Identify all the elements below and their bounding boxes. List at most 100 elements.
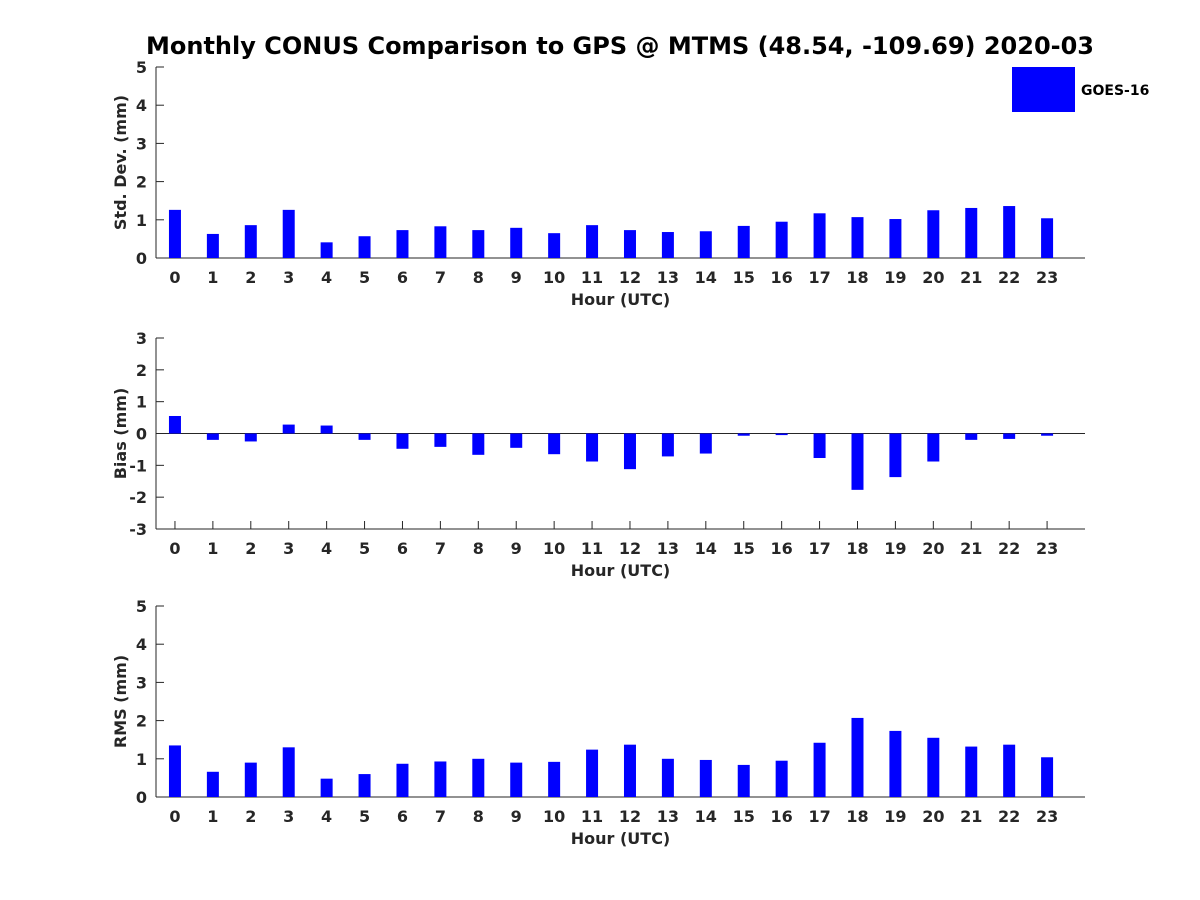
bar-rms-hour-0 bbox=[168, 745, 181, 797]
bar-std-hour-1 bbox=[206, 233, 219, 258]
y-tick-label: 2 bbox=[136, 361, 147, 380]
bar-std-hour-9 bbox=[510, 227, 523, 258]
y-tick-label: 0 bbox=[136, 249, 147, 268]
x-tick-label: 6 bbox=[397, 539, 408, 558]
x-tick-label: 7 bbox=[435, 807, 446, 826]
bar-bias-hour-4 bbox=[320, 425, 333, 434]
x-tick-label: 23 bbox=[1036, 807, 1058, 826]
bar-std-hour-0 bbox=[168, 209, 181, 258]
legend: GOES-16 bbox=[1012, 67, 1149, 112]
bar-std-hour-19 bbox=[889, 219, 902, 258]
x-tick-label: 10 bbox=[543, 268, 565, 287]
bar-bias-hour-0 bbox=[168, 415, 181, 434]
x-tick-label: 4 bbox=[321, 539, 332, 558]
y-tick-label: 2 bbox=[136, 712, 147, 731]
bar-std-hour-13 bbox=[661, 232, 674, 258]
bar-rms-hour-8 bbox=[472, 758, 485, 797]
bar-rms-hour-10 bbox=[548, 761, 561, 797]
x-tick-label: 20 bbox=[922, 807, 944, 826]
x-tick-label: 9 bbox=[511, 539, 522, 558]
x-tick-label: 7 bbox=[435, 268, 446, 287]
x-tick-label: 11 bbox=[581, 807, 603, 826]
bar-rms-hour-11 bbox=[586, 749, 599, 797]
bar-rms-hour-9 bbox=[510, 762, 523, 797]
bar-rms-hour-16 bbox=[775, 760, 788, 797]
y-axis-label: Bias (mm) bbox=[111, 388, 130, 480]
x-tick-label: 9 bbox=[511, 807, 522, 826]
bar-std-hour-16 bbox=[775, 221, 788, 258]
x-tick-label: 6 bbox=[397, 268, 408, 287]
x-tick-label: 12 bbox=[619, 807, 641, 826]
x-tick-label: 15 bbox=[733, 268, 755, 287]
x-tick-label: 5 bbox=[359, 539, 370, 558]
x-tick-label: 20 bbox=[922, 268, 944, 287]
bar-bias-hour-16 bbox=[775, 433, 788, 436]
y-tick-label: -2 bbox=[129, 488, 147, 507]
x-tick-label: 22 bbox=[998, 539, 1020, 558]
x-tick-label: 11 bbox=[581, 268, 603, 287]
x-tick-label: 18 bbox=[846, 539, 868, 558]
bar-rms-hour-4 bbox=[320, 778, 333, 797]
y-tick-label: -1 bbox=[129, 456, 147, 475]
x-tick-label: 17 bbox=[808, 539, 830, 558]
bar-rms-hour-23 bbox=[1041, 757, 1054, 797]
x-tick-label: 19 bbox=[884, 539, 906, 558]
bar-bias-hour-20 bbox=[927, 433, 940, 462]
x-tick-label: 15 bbox=[733, 539, 755, 558]
x-tick-label: 9 bbox=[511, 268, 522, 287]
bar-rms-hour-19 bbox=[889, 730, 902, 797]
bar-bias-hour-19 bbox=[889, 433, 902, 478]
x-tick-label: 3 bbox=[283, 807, 294, 826]
x-tick-label: 18 bbox=[846, 268, 868, 287]
x-tick-label: 21 bbox=[960, 807, 982, 826]
x-tick-label: 13 bbox=[657, 268, 679, 287]
bar-bias-hour-5 bbox=[358, 433, 371, 440]
x-tick-label: 20 bbox=[922, 539, 944, 558]
x-tick-label: 8 bbox=[473, 268, 484, 287]
bar-std-hour-23 bbox=[1041, 218, 1054, 258]
bar-std-hour-10 bbox=[548, 233, 561, 258]
x-tick-label: 21 bbox=[960, 268, 982, 287]
chart-title: Monthly CONUS Comparison to GPS @ MTMS (… bbox=[146, 32, 1094, 60]
bar-bias-hour-13 bbox=[661, 433, 674, 457]
x-tick-label: 4 bbox=[321, 807, 332, 826]
y-tick-label: 1 bbox=[136, 211, 147, 230]
x-tick-label: 8 bbox=[473, 539, 484, 558]
bar-bias-hour-15 bbox=[737, 433, 750, 436]
x-tick-label: 14 bbox=[695, 539, 717, 558]
bar-rms-hour-6 bbox=[396, 763, 409, 797]
bar-rms-hour-3 bbox=[282, 747, 295, 797]
x-tick-label: 2 bbox=[245, 807, 256, 826]
bar-bias-hour-3 bbox=[282, 424, 295, 434]
bar-bias-hour-10 bbox=[548, 433, 561, 455]
y-tick-label: 0 bbox=[136, 425, 147, 444]
x-tick-label: 12 bbox=[619, 539, 641, 558]
x-tick-label: 17 bbox=[808, 807, 830, 826]
y-tick-label: 4 bbox=[136, 96, 147, 115]
x-tick-label: 6 bbox=[397, 807, 408, 826]
x-tick-label: 10 bbox=[543, 807, 565, 826]
bar-rms-hour-2 bbox=[244, 762, 257, 797]
y-tick-label: 3 bbox=[136, 134, 147, 153]
x-tick-label: 13 bbox=[657, 539, 679, 558]
y-tick-label: 5 bbox=[136, 58, 147, 77]
bar-std-hour-6 bbox=[396, 230, 409, 258]
y-axis-label: RMS (mm) bbox=[111, 655, 130, 748]
bar-std-hour-18 bbox=[851, 217, 864, 258]
bar-rms-hour-5 bbox=[358, 774, 371, 797]
x-axis-label: Hour (UTC) bbox=[571, 561, 671, 580]
bar-bias-hour-8 bbox=[472, 433, 485, 455]
y-axis-label: Std. Dev. (mm) bbox=[111, 95, 130, 230]
bar-std-hour-2 bbox=[244, 225, 257, 258]
x-axis-label: Hour (UTC) bbox=[571, 829, 671, 848]
x-tick-label: 17 bbox=[808, 268, 830, 287]
bar-std-hour-21 bbox=[965, 207, 978, 258]
x-tick-label: 22 bbox=[998, 807, 1020, 826]
bar-rms-hour-7 bbox=[434, 761, 447, 797]
bar-std-hour-17 bbox=[813, 213, 826, 258]
x-tick-label: 1 bbox=[207, 539, 218, 558]
x-tick-label: 19 bbox=[884, 268, 906, 287]
